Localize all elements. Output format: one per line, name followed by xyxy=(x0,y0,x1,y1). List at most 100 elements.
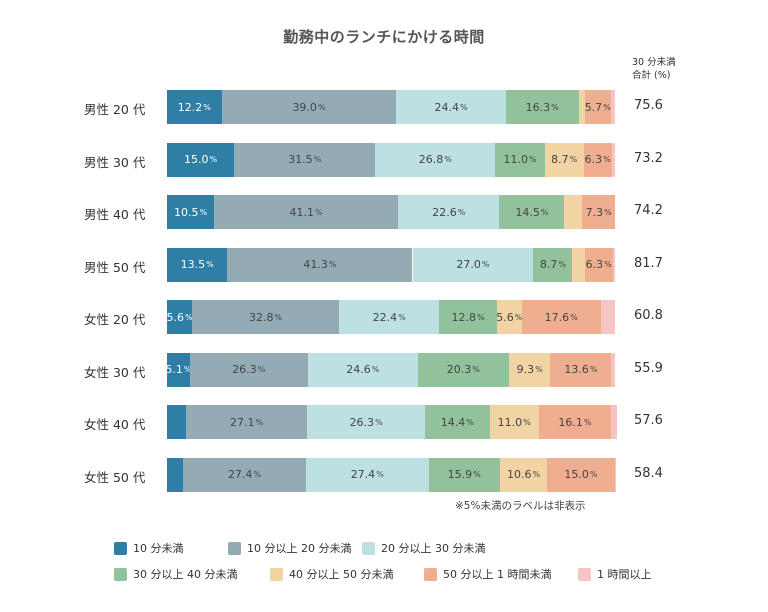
data-label: 31.5 xyxy=(288,153,313,166)
bar-segment xyxy=(614,457,616,492)
bar-segment: 8.7% xyxy=(544,142,584,177)
bar-segment xyxy=(612,247,615,282)
legend-swatch xyxy=(114,567,127,581)
bar-segment xyxy=(167,405,186,439)
percent-sign: % xyxy=(569,155,578,164)
percent-sign: % xyxy=(184,312,193,322)
percent-sign: % xyxy=(466,417,474,427)
percent-sign: % xyxy=(183,365,192,374)
data-label: 5.7 xyxy=(584,100,603,114)
bar-segment: 11.0% xyxy=(489,405,539,439)
percent-sign: % xyxy=(532,470,541,479)
totals-header-line1: 30 分未満 xyxy=(632,57,676,68)
data-label: 26.8 xyxy=(418,153,444,166)
bar-segment: 26.3% xyxy=(189,352,308,387)
data-label: 22.6 xyxy=(432,205,457,219)
bar-segment: 10.5% xyxy=(167,195,215,229)
data-label: 14.5 xyxy=(515,205,540,219)
bar-segment: 24.4% xyxy=(396,90,506,124)
data-label: 13.5 xyxy=(180,258,206,271)
bar-segment xyxy=(600,300,615,334)
data-label: 15.0 xyxy=(184,153,209,166)
legend-label: 40 分以上 50 分未満 xyxy=(289,568,394,581)
legend-swatch xyxy=(362,541,375,555)
percent-sign: % xyxy=(371,365,380,374)
legend-swatch xyxy=(270,567,283,581)
percent-sign: % xyxy=(444,155,452,164)
percent-sign: % xyxy=(528,155,537,164)
stacked-bar: 27.4% 27.4% 15.9% 10.6% 15.0% xyxy=(167,457,616,492)
legend-label: 10 分未満 xyxy=(133,542,184,555)
stacked-bar: 10.5% 41.1% 22.6% 14.5% 7.3% xyxy=(167,195,615,229)
bar-segment: 16.1% xyxy=(538,405,611,439)
legend-item: 10 分未満 xyxy=(114,540,184,556)
bar-segment: 6.3% xyxy=(583,142,612,177)
bar-segment: 15.0% xyxy=(167,142,235,177)
data-label: 26.3 xyxy=(232,363,257,376)
row-label: 女性 50 代 xyxy=(84,469,146,485)
percent-sign: % xyxy=(472,365,480,374)
total-under-30-value: 55.9 xyxy=(634,360,663,376)
percent-sign: % xyxy=(203,102,211,112)
data-label: 27.1 xyxy=(229,415,255,429)
legend-item: 20 分以上 30 分未満 xyxy=(362,540,485,556)
total-under-30-value: 81.7 xyxy=(634,255,663,271)
bar-segment: 41.3% xyxy=(227,247,413,282)
data-label: 16.1 xyxy=(558,415,583,429)
data-label: 6.3 xyxy=(584,153,603,166)
data-label: 27.4 xyxy=(227,468,253,481)
data-label: 8.7 xyxy=(539,258,558,271)
stacked-bar: 27.1% 26.3% 14.4% 11.0% 16.1% xyxy=(167,405,617,439)
total-under-30-value: 60.8 xyxy=(634,308,663,323)
percent-sign: % xyxy=(459,102,468,112)
percent-sign: % xyxy=(570,312,578,322)
row-label: 男性 50 代 xyxy=(84,259,146,275)
data-label: 10.5 xyxy=(173,205,199,219)
footnote: ※5%未満のラベルは非表示 xyxy=(455,500,586,512)
percent-sign: % xyxy=(328,260,337,269)
bar-segment: 12.8% xyxy=(439,300,497,334)
bar-segment xyxy=(611,142,615,177)
total-under-30-value: 74.2 xyxy=(634,203,663,218)
legend-swatch xyxy=(114,541,127,555)
bar-segment: 8.7% xyxy=(533,247,573,282)
data-label: 8.7 xyxy=(551,153,569,166)
data-label: 11.0 xyxy=(497,415,523,429)
bar-segment xyxy=(564,195,583,229)
bar-segment: 10.6% xyxy=(499,457,548,492)
bar-segment: 7.3% xyxy=(582,195,615,229)
row-label: 男性 30 代 xyxy=(84,154,146,170)
bar-segment: 9.3% xyxy=(508,352,551,387)
legend-swatch xyxy=(578,567,591,581)
percent-sign: % xyxy=(481,260,490,269)
data-label: 26.3 xyxy=(349,415,375,429)
legend-item: 50 分以上 1 時間未満 xyxy=(424,566,552,582)
data-label: 41.3 xyxy=(303,258,328,271)
percent-sign: % xyxy=(589,470,598,479)
bar-segment: 11.0% xyxy=(495,142,545,177)
data-label: 11.0 xyxy=(503,153,528,166)
total-under-30-value: 75.6 xyxy=(634,98,663,113)
row-label: 女性 20 代 xyxy=(84,312,146,327)
data-label: 16.3 xyxy=(525,100,551,114)
bar-segment: 13.6% xyxy=(550,352,612,387)
percent-sign: % xyxy=(523,417,531,427)
stacked-bar: 15.0% 31.5% 26.8% 11.0% 8.7% 6.3% xyxy=(167,142,615,177)
legend-label: 1 時間以上 xyxy=(597,568,652,581)
percent-sign: % xyxy=(514,312,523,322)
data-label: 10.6 xyxy=(507,468,532,481)
bar-segment: 27.0% xyxy=(412,247,534,282)
legend-item: 10 分以上 20 分未満 xyxy=(228,540,351,556)
chart-title: 勤務中のランチにかける時間 xyxy=(283,28,485,46)
percent-sign: % xyxy=(589,365,598,374)
bar-segment: 24.6% xyxy=(307,352,418,387)
total-under-30-value: 57.6 xyxy=(634,413,663,428)
bar-segment: 26.3% xyxy=(307,405,426,439)
row-label: 男性 40 代 xyxy=(84,207,146,222)
data-label: 22.4 xyxy=(372,310,398,324)
data-label: 9.3 xyxy=(516,363,535,376)
data-label: 5.6 xyxy=(166,310,184,324)
bar-segment: 32.8% xyxy=(192,300,340,334)
percent-sign: % xyxy=(473,470,481,479)
data-label: 5.6 xyxy=(496,310,514,324)
